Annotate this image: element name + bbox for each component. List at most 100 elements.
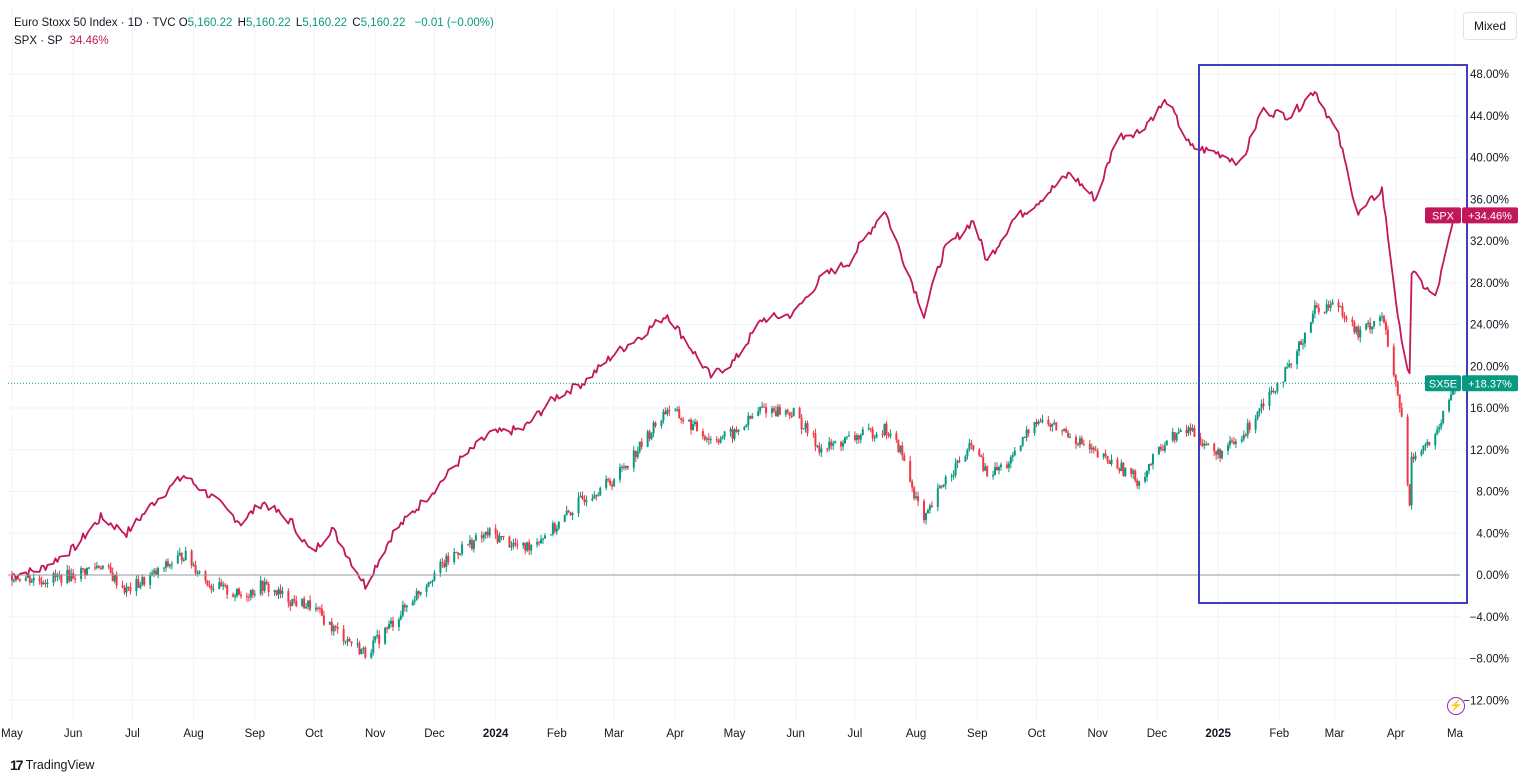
candle-body: [897, 439, 900, 453]
candle-body: [1189, 427, 1192, 431]
sx5e-candle: [664, 407, 667, 415]
sx5e-candle: [1331, 298, 1334, 305]
candle-body: [1309, 322, 1312, 333]
sx5e-candle: [1260, 399, 1263, 414]
main-series-legend[interactable]: Euro Stoxx 50 Index · 1D · TVC O5,160.22…: [14, 14, 494, 32]
compare-series-legend[interactable]: SPX · SP 34.46%: [14, 32, 494, 50]
candle-body: [16, 577, 19, 580]
sx5e-candle: [1082, 439, 1085, 447]
sx5e-candle: [1311, 310, 1314, 325]
sx5e-candle: [82, 567, 85, 573]
candle-body: [1124, 467, 1127, 476]
candle-body: [403, 604, 406, 608]
candle-body: [510, 546, 513, 548]
candle-body: [778, 406, 781, 415]
sx5e-candle: [747, 412, 750, 431]
sx5e-candle: [1436, 425, 1439, 436]
sx5e-candle: [721, 435, 724, 440]
candle-body: [1148, 464, 1151, 471]
candle-body: [143, 577, 146, 585]
sx5e-candle: [936, 483, 939, 512]
candle-body: [500, 536, 503, 538]
sx5e-candle: [579, 492, 582, 498]
candle-body: [293, 599, 296, 601]
sx5e-candle: [143, 576, 146, 587]
sx5e-candle: [784, 408, 787, 417]
candle-body: [761, 406, 764, 408]
candle-body: [1151, 454, 1154, 465]
y-tick-label: 12.00%: [1470, 445, 1509, 457]
sx5e-candle: [540, 534, 543, 545]
candle-body: [162, 567, 165, 569]
candle-body: [99, 567, 102, 569]
x-tick-label: Aug: [906, 728, 926, 740]
sx5e-candle: [113, 574, 116, 584]
candle-body: [828, 441, 831, 449]
candle-body: [431, 580, 434, 583]
badge-value-bg: [1462, 375, 1518, 392]
candle-body: [447, 555, 450, 563]
candle-body: [729, 429, 732, 432]
tradingview-logo[interactable]: 17 TradingView: [10, 757, 94, 773]
sx5e-candle: [883, 423, 886, 437]
sx5e-candle: [692, 419, 695, 431]
candle-body: [261, 580, 264, 591]
candle-body: [334, 626, 337, 628]
highlight-box: [1198, 64, 1468, 604]
candle-body: [391, 620, 394, 627]
replay-icon[interactable]: ⚡: [1447, 697, 1465, 715]
scale-mode-button[interactable]: Mixed: [1463, 12, 1517, 40]
sx5e-candle: [832, 440, 835, 450]
candle-body: [239, 594, 242, 597]
candle-body: [372, 640, 375, 653]
sx5e-candle: [557, 521, 560, 531]
sx5e-candle: [1037, 419, 1040, 426]
candle-body: [1378, 317, 1381, 322]
sx5e-candle: [922, 498, 925, 524]
candle-body: [1386, 329, 1389, 347]
y-tick-label: 20.00%: [1470, 361, 1509, 373]
sx5e-candle: [982, 452, 985, 472]
sx5e-candle: [1424, 442, 1427, 451]
candle-body: [715, 439, 718, 441]
candle-body: [909, 461, 912, 482]
y-tick-label: 0.00%: [1476, 570, 1509, 582]
candle-body: [820, 448, 823, 453]
sx5e-candle: [526, 541, 529, 553]
candle-body: [1150, 464, 1153, 466]
sx5e-candle: [86, 567, 89, 576]
candle-body: [137, 579, 140, 588]
candle-body: [680, 418, 683, 420]
sx5e-candle: [599, 486, 602, 497]
candle-body: [899, 445, 902, 453]
sx5e-candle: [275, 590, 278, 596]
sx5e-candle: [1215, 450, 1218, 460]
spx-badge: SPX +34.46%: [1425, 207, 1518, 224]
candle-body: [1221, 450, 1224, 459]
sx5e-candle: [765, 403, 768, 418]
sx5e-candle: [717, 438, 720, 446]
sx5e-candle: [18, 578, 21, 583]
y-tick-label: 16.00%: [1470, 403, 1509, 415]
sx5e-candle: [666, 407, 669, 417]
candle-body: [480, 535, 483, 538]
candle-body: [1136, 480, 1139, 486]
candle-body: [654, 422, 657, 426]
candle-body: [798, 407, 801, 419]
sx5e-candle: [646, 429, 649, 448]
candle-body: [60, 574, 63, 584]
sx5e-candle: [1276, 381, 1279, 395]
sx5e-candle: [1337, 299, 1340, 313]
sx5e-candle: [1094, 445, 1097, 452]
sx5e-candle: [680, 417, 683, 424]
candle-body: [611, 484, 614, 487]
sx5e-candle: [510, 541, 513, 551]
candle-body: [330, 621, 333, 632]
candle-body: [1021, 437, 1024, 446]
candle-body: [267, 583, 270, 593]
sx5e-candle: [496, 530, 499, 544]
sx5e-candle: [855, 433, 858, 445]
sx5e-candle: [634, 450, 637, 463]
candle-body: [585, 500, 588, 503]
